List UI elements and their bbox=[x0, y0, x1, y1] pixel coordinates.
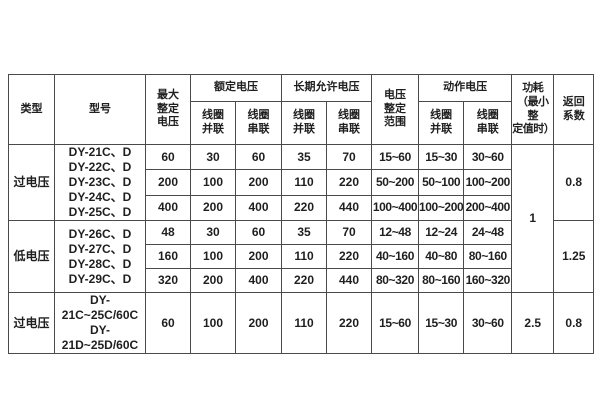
header-longterm-coil-series: 线圈 串联 bbox=[326, 101, 372, 145]
type-cell-overvoltage: 过电压 bbox=[8, 292, 55, 354]
value-cell: 60 bbox=[235, 220, 282, 245]
range-cell: 15~30 bbox=[417, 143, 465, 171]
type-cell-overvoltage: 过电压 bbox=[8, 144, 55, 221]
value-cell: 110 bbox=[281, 292, 327, 354]
range-cell: 12~24 bbox=[417, 220, 465, 245]
value-cell: 30 bbox=[190, 143, 236, 171]
value-cell: 70 bbox=[326, 143, 372, 171]
range-cell: 80~160 bbox=[463, 244, 513, 269]
value-cell: 400 bbox=[235, 194, 282, 222]
value-cell: 30 bbox=[190, 220, 236, 245]
value-cell: 440 bbox=[326, 194, 372, 222]
range-cell: 160~320 bbox=[463, 268, 513, 293]
value-cell: 35 bbox=[281, 220, 327, 245]
return-coefficient-cell: 1.25 bbox=[553, 220, 595, 293]
header-operating-coil-parallel: 线圈 并联 bbox=[417, 101, 465, 145]
header-power-consumption: 功耗 （最小整 定值时） bbox=[511, 74, 555, 145]
model-list-cell: DY-21C~25C/60C DY-21D~25D/60C bbox=[54, 292, 146, 354]
value-cell: 110 bbox=[281, 169, 327, 196]
value-cell: 110 bbox=[281, 244, 327, 269]
range-cell: 100~200 bbox=[417, 194, 465, 222]
range-cell: 50~100 bbox=[417, 169, 465, 196]
value-cell: 200 bbox=[235, 244, 282, 269]
value-cell: 70 bbox=[326, 220, 372, 245]
value-cell: 400 bbox=[145, 194, 191, 222]
value-cell: 60 bbox=[145, 292, 191, 354]
value-cell: 48 bbox=[145, 220, 191, 245]
value-cell: 220 bbox=[326, 292, 372, 354]
value-cell: 60 bbox=[235, 143, 282, 171]
range-cell: 50~200 bbox=[371, 169, 419, 196]
value-cell: 100 bbox=[190, 169, 236, 196]
header-operating-coil-series: 线圈 串联 bbox=[463, 101, 513, 145]
range-cell: 30~60 bbox=[463, 143, 513, 171]
range-cell: 40~160 bbox=[371, 244, 419, 269]
header-voltage-setting-range: 电压 整定 范围 bbox=[371, 74, 419, 145]
value-cell: 200 bbox=[235, 292, 282, 354]
model-list-cell: DY-21C、D DY-22C、D DY-23C、D DY-24C、D DY-2… bbox=[54, 144, 146, 221]
value-cell: 220 bbox=[326, 169, 372, 196]
power-cell: 2.5 bbox=[511, 292, 555, 354]
range-cell: 200~400 bbox=[463, 194, 513, 222]
value-cell: 35 bbox=[281, 143, 327, 171]
range-cell: 15~30 bbox=[417, 292, 465, 354]
value-cell: 220 bbox=[281, 194, 327, 222]
relay-spec-table: 类型 型号 最大 整定 电压 额定电压 长期允许电压 电压 整定 范围 动作电压… bbox=[8, 74, 595, 354]
value-cell: 200 bbox=[235, 169, 282, 196]
header-longterm-coil-parallel: 线圈 并联 bbox=[281, 101, 327, 145]
return-coefficient-cell: 0.8 bbox=[553, 292, 595, 354]
value-cell: 200 bbox=[190, 268, 236, 293]
value-cell: 440 bbox=[326, 268, 372, 293]
header-operating-voltage: 动作电压 bbox=[417, 74, 513, 102]
range-cell: 100~400 bbox=[371, 194, 419, 222]
range-cell: 80~320 bbox=[371, 268, 419, 293]
value-cell: 100 bbox=[190, 244, 236, 269]
return-coefficient-cell: 0.8 bbox=[553, 144, 595, 221]
header-type: 类型 bbox=[8, 74, 55, 145]
range-cell: 30~60 bbox=[463, 292, 513, 354]
value-cell: 100 bbox=[190, 292, 236, 354]
value-cell: 200 bbox=[145, 169, 191, 196]
value-cell: 220 bbox=[326, 244, 372, 269]
range-cell: 15~60 bbox=[371, 292, 419, 354]
header-rated-coil-series: 线圈 串联 bbox=[235, 101, 282, 145]
power-cell-groups-1-2: 1 bbox=[511, 144, 555, 293]
value-cell: 200 bbox=[190, 194, 236, 222]
header-max-setting-voltage: 最大 整定 电压 bbox=[145, 74, 191, 145]
value-cell: 400 bbox=[235, 268, 282, 293]
range-cell: 12~48 bbox=[371, 220, 419, 245]
value-cell: 220 bbox=[281, 268, 327, 293]
header-rated-voltage: 额定电压 bbox=[190, 74, 282, 102]
header-return-coefficient: 返回 系数 bbox=[553, 74, 595, 145]
value-cell: 320 bbox=[145, 268, 191, 293]
range-cell: 80~160 bbox=[417, 268, 465, 293]
range-cell: 40~80 bbox=[417, 244, 465, 269]
value-cell: 60 bbox=[145, 143, 191, 171]
type-cell-undervoltage: 低电压 bbox=[8, 220, 55, 293]
range-cell: 100~200 bbox=[463, 169, 513, 196]
header-rated-coil-parallel: 线圈 并联 bbox=[190, 101, 236, 145]
range-cell: 15~60 bbox=[371, 143, 419, 171]
header-model: 型号 bbox=[54, 74, 146, 145]
range-cell: 24~48 bbox=[463, 220, 513, 245]
header-long-term-voltage: 长期允许电压 bbox=[281, 74, 372, 102]
value-cell: 160 bbox=[145, 244, 191, 269]
model-list-cell: DY-26C、D DY-27C、D DY-28C、D DY-29C、D bbox=[54, 220, 146, 293]
